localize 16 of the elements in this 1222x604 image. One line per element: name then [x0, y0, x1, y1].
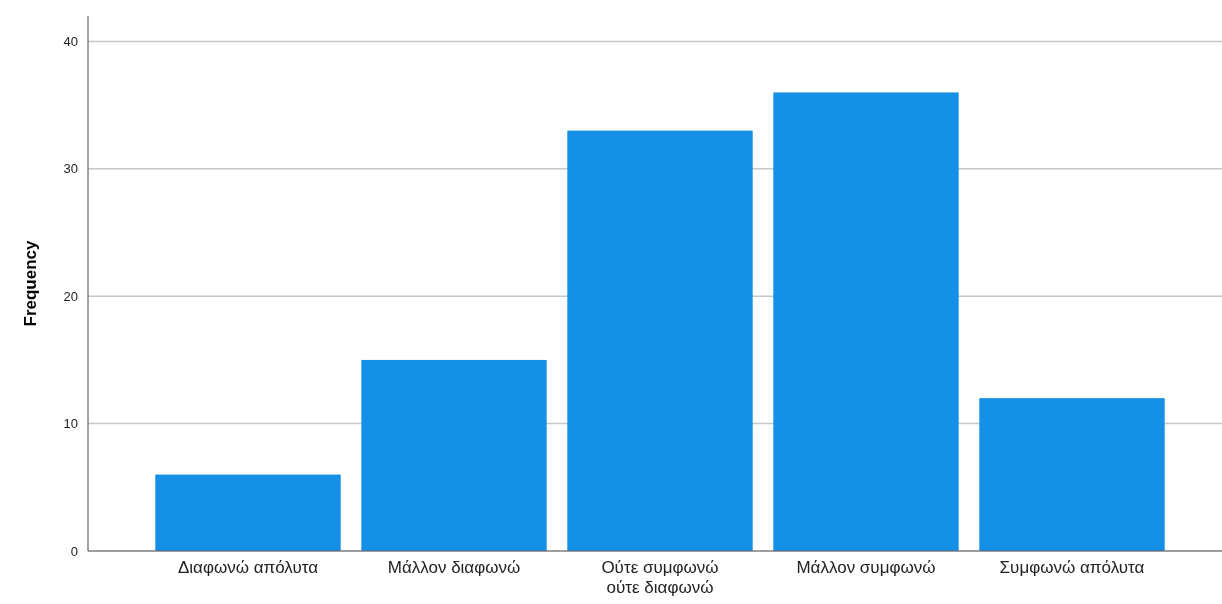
y-tick-label: 40	[63, 34, 78, 50]
bar	[567, 130, 753, 551]
bar	[361, 359, 547, 551]
y-axis-title: Frequency	[21, 239, 40, 327]
y-tick-label: 0	[70, 543, 78, 559]
bar	[773, 92, 959, 551]
x-tick-label: Μάλλον συμφωνώ	[796, 558, 936, 577]
y-tick-label: 20	[63, 288, 78, 304]
x-tick-label: Ούτε συμφωνώ ούτε διαφωνώ	[601, 558, 719, 597]
x-tick-label: Συμφωνώ απόλυτα	[999, 558, 1145, 577]
y-tick-label: 10	[63, 416, 78, 432]
bar	[979, 398, 1165, 551]
x-tick-label: Μάλλον διαφωνώ	[387, 558, 521, 577]
y-tick-label: 30	[63, 161, 78, 177]
bar	[155, 474, 341, 551]
x-tick-label: Διαφωνώ απόλυτα	[177, 558, 319, 577]
